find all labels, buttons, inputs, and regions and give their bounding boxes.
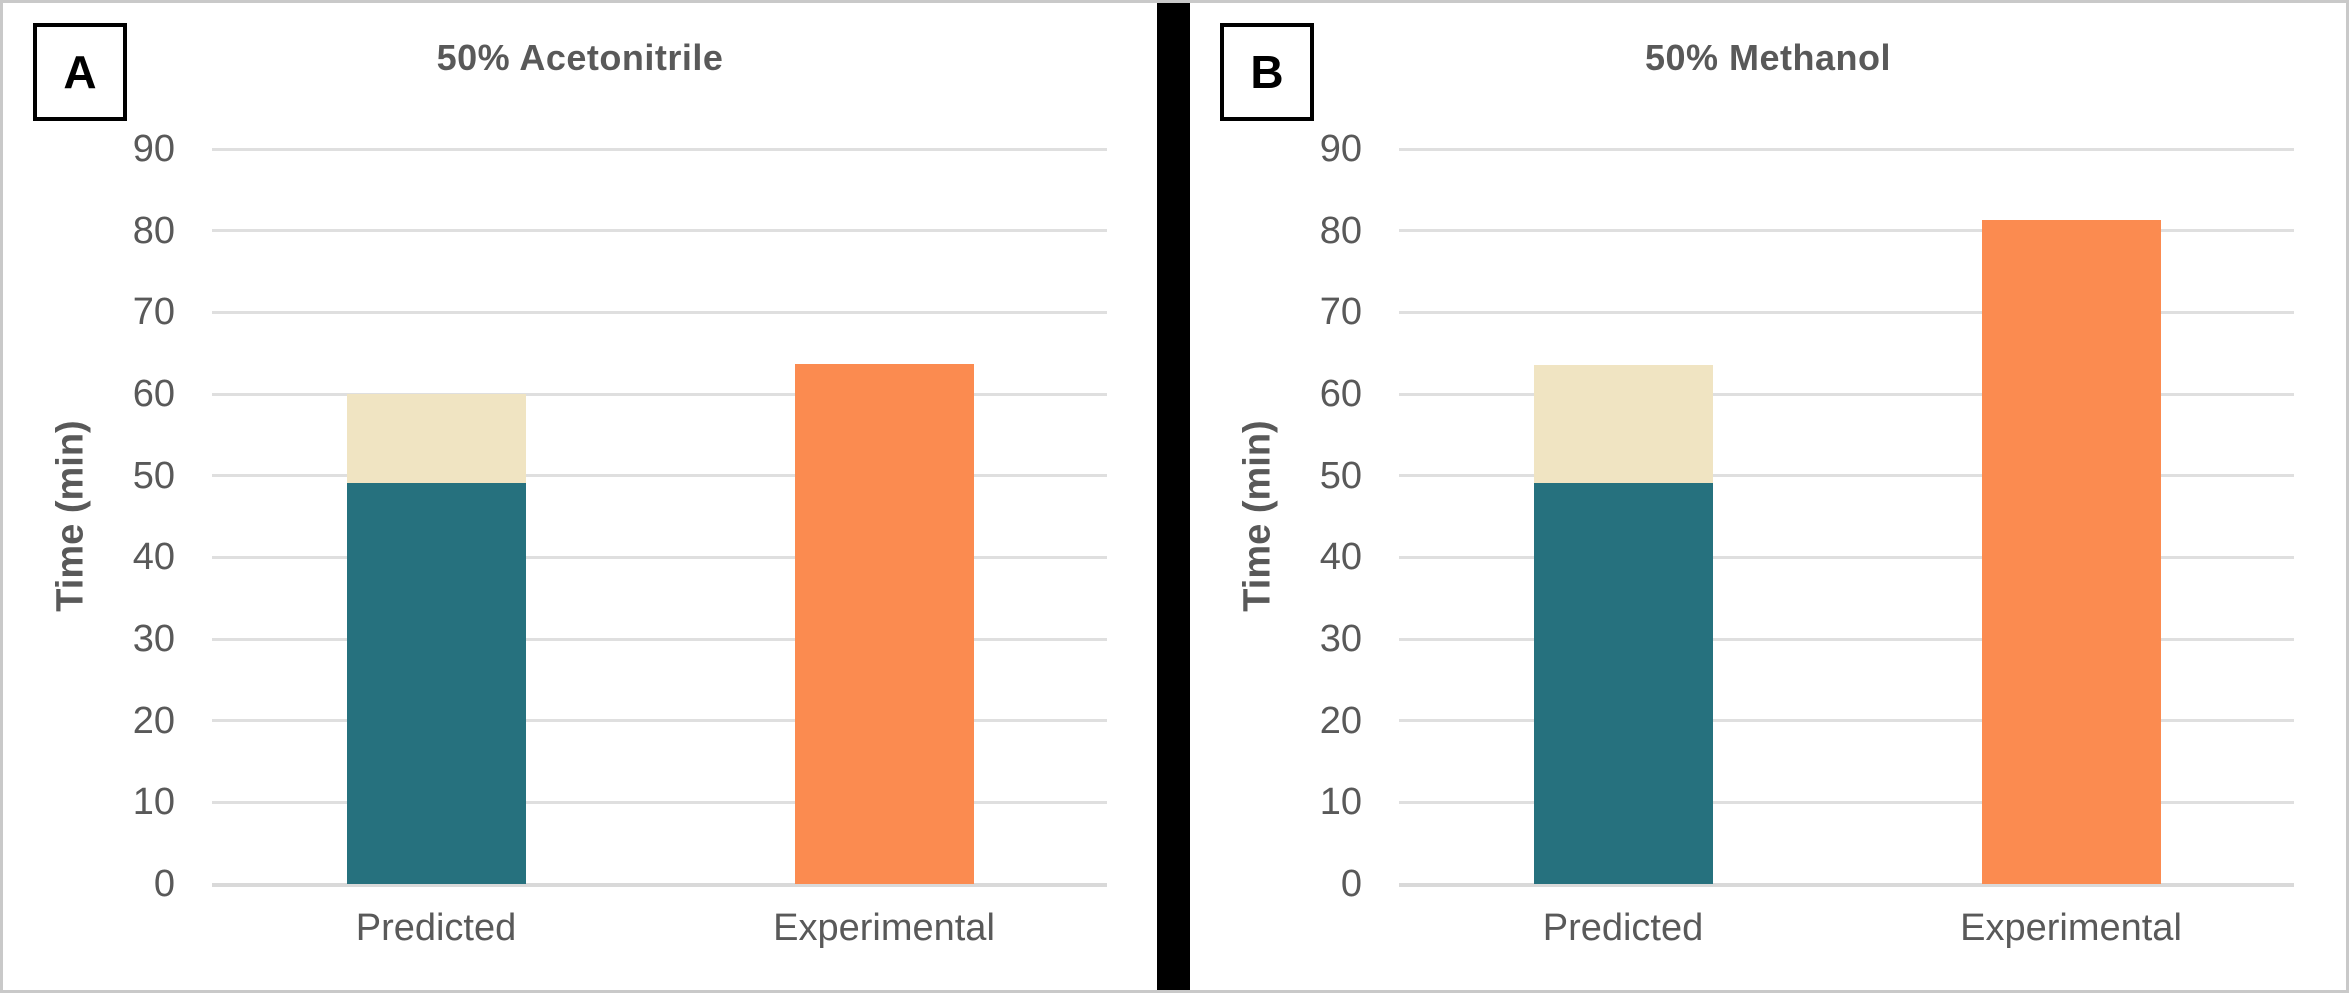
y-tick-label-40: 40 bbox=[1319, 536, 1362, 579]
gridline-y-20 bbox=[1399, 719, 2294, 723]
y-axis-label: Time (min) bbox=[49, 420, 92, 612]
bar-predicted-predicted-upper-segment bbox=[1533, 365, 1713, 483]
gridline-y-80 bbox=[212, 229, 1107, 233]
y-tick-label-80: 80 bbox=[132, 209, 175, 252]
bar-experimental-experimental-segment bbox=[794, 363, 974, 884]
chart-title-methanol: 50% Methanol bbox=[1644, 37, 1892, 78]
gridline-y-70 bbox=[1399, 310, 2294, 314]
x-category-label-experimental: Experimental bbox=[773, 907, 995, 949]
y-tick-label-30: 30 bbox=[1319, 618, 1362, 660]
gridline-y-80 bbox=[1399, 229, 2294, 233]
panel-letter-a: A bbox=[63, 46, 97, 98]
gridline-y-40 bbox=[212, 555, 1107, 559]
gridline-y-10 bbox=[1399, 800, 2294, 804]
y-tick-label-0: 0 bbox=[153, 863, 175, 905]
gridline-y-90 bbox=[212, 147, 1107, 151]
y-axis-label: Time (min) bbox=[1236, 420, 1279, 612]
x-category-label-predicted: Predicted bbox=[1542, 907, 1704, 949]
gridline-y-90 bbox=[1399, 147, 2294, 151]
gridline-y-20 bbox=[212, 719, 1107, 723]
y-tick-label-20: 20 bbox=[132, 699, 175, 742]
gridline-y-70 bbox=[212, 310, 1107, 314]
chart-title-acetonitrile: 50% Acetonitrile bbox=[436, 37, 724, 78]
y-tick-label-40: 40 bbox=[132, 536, 175, 579]
panel-label-box-b: B bbox=[1220, 23, 1314, 121]
bar-predicted-predicted-lower-segment bbox=[1533, 483, 1713, 884]
y-tick-label-30: 30 bbox=[132, 618, 175, 660]
y-tick-label-90: 90 bbox=[1319, 128, 1362, 170]
x-axis-baseline bbox=[212, 882, 1107, 887]
panel-divider bbox=[1157, 3, 1190, 990]
gridline-y-50 bbox=[212, 474, 1107, 478]
y-tick-label-10: 10 bbox=[1319, 781, 1362, 824]
gridline-y-10 bbox=[212, 800, 1107, 804]
y-tick-label-70: 70 bbox=[132, 291, 175, 334]
panel-letter-b: B bbox=[1250, 46, 1284, 98]
y-tick-label-20: 20 bbox=[1319, 699, 1362, 742]
panel-label-box-a: A bbox=[33, 23, 127, 121]
y-tick-label-90: 90 bbox=[132, 128, 175, 170]
gridline-y-30 bbox=[1399, 637, 2294, 641]
panel-methanol: B 50% Methanol Time (min) 0 10 20 30 40 50 60 7… bbox=[1190, 3, 2346, 990]
gridline-y-50 bbox=[1399, 474, 2294, 478]
bar-predicted-predicted-lower-segment bbox=[346, 483, 526, 884]
x-axis-baseline bbox=[1399, 882, 2294, 887]
y-tick-label-60: 60 bbox=[1319, 373, 1362, 415]
y-tick-label-70: 70 bbox=[1319, 291, 1362, 334]
panel-acetonitrile: A 50% Acetonitrile Time (min) 0 10 20 30 40 5… bbox=[3, 3, 1157, 990]
x-category-label-experimental: Experimental bbox=[1960, 907, 2182, 949]
y-tick-label-10: 10 bbox=[132, 781, 175, 824]
bar-experimental-experimental-segment bbox=[1981, 220, 2161, 884]
gridline-y-40 bbox=[1399, 555, 2294, 559]
x-category-label-predicted: Predicted bbox=[355, 907, 517, 949]
gridline-y-30 bbox=[212, 637, 1107, 641]
y-tick-label-60: 60 bbox=[132, 373, 175, 415]
bar-predicted-predicted-upper-segment bbox=[346, 394, 526, 484]
gridline-y-60 bbox=[1399, 392, 2294, 396]
gridline-y-60 bbox=[212, 392, 1107, 396]
y-tick-label-80: 80 bbox=[1319, 209, 1362, 252]
y-tick-label-0: 0 bbox=[1340, 863, 1362, 905]
y-tick-label-50: 50 bbox=[132, 454, 175, 497]
y-tick-label-50: 50 bbox=[1319, 454, 1362, 497]
